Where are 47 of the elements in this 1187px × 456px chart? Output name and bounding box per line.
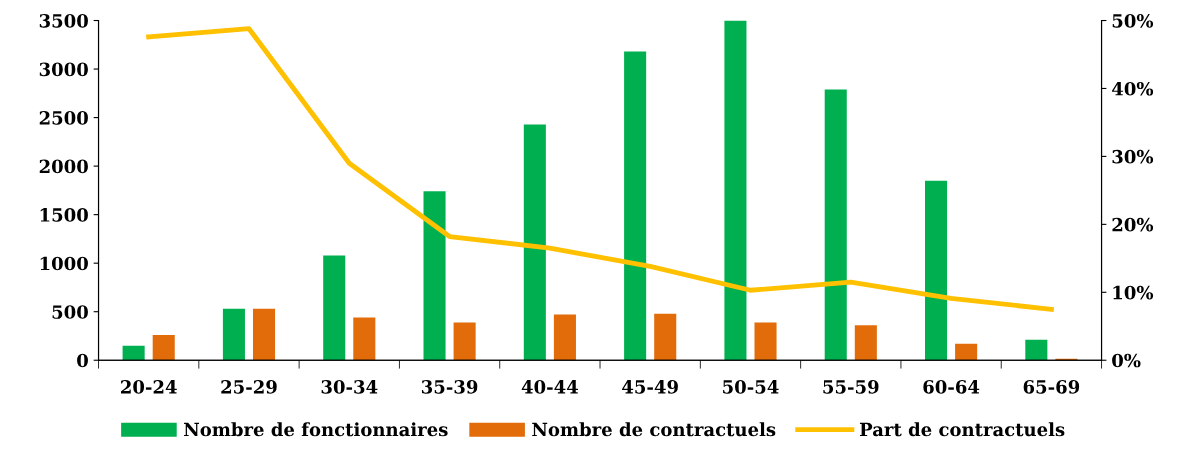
- x-tick-label: 35-39: [421, 380, 478, 394]
- bar: [1025, 339, 1048, 361]
- x-tick-label: 50-54: [723, 380, 779, 394]
- bar: [854, 325, 877, 361]
- bar: [152, 335, 175, 361]
- y2-tick-label: 30%: [1112, 149, 1154, 164]
- bar: [252, 308, 276, 361]
- y-tick-label: 3500: [39, 13, 88, 28]
- bar: [423, 191, 446, 361]
- x-tick-label: 65-69: [1023, 380, 1080, 394]
- bar: [824, 89, 847, 361]
- y-tick-label: 2000: [39, 159, 88, 174]
- bar: [122, 345, 145, 361]
- bar: [955, 343, 978, 361]
- y2-tick-label: 20%: [1112, 217, 1154, 232]
- bar: [654, 313, 677, 361]
- bar: [925, 180, 948, 361]
- legend-label: Part de contractuels: [859, 422, 1065, 437]
- y2-tick-label: 0%: [1112, 353, 1141, 368]
- x-tick-label: 25-29: [221, 380, 277, 394]
- x-tick-label: 45-49: [622, 380, 678, 394]
- y-tick-label: 0: [77, 353, 88, 368]
- bar: [724, 20, 747, 361]
- y2-tick-label: 10%: [1113, 285, 1154, 300]
- bar: [353, 317, 376, 361]
- x-tick-label: 20-24: [121, 380, 177, 394]
- bar: [553, 314, 576, 361]
- y-tick-label: 1500: [40, 208, 88, 222]
- bar: [754, 322, 777, 361]
- y2-tick-label: 40%: [1112, 81, 1154, 96]
- y2-tick-label: 50%: [1112, 13, 1154, 28]
- line-series: [146, 26, 1054, 312]
- bar: [624, 51, 647, 361]
- legend-label: Nombre de contractuels: [532, 422, 776, 437]
- x-tick-label: 30-34: [321, 380, 378, 394]
- bar: [523, 124, 546, 361]
- y-tick-label: 3000: [39, 62, 88, 77]
- y-tick-label: 1000: [40, 256, 88, 271]
- bar: [323, 255, 346, 361]
- legend-label: Nombre de fonctionnaires: [184, 422, 448, 437]
- x-tick-label: 60-64: [923, 380, 980, 394]
- bar: [222, 308, 245, 361]
- x-tick-label: 40-44: [521, 380, 579, 394]
- x-tick-label: 55-59: [823, 380, 879, 394]
- y-tick-label: 2500: [39, 111, 88, 125]
- y-tick-label: 500: [52, 305, 88, 319]
- bar: [453, 322, 476, 361]
